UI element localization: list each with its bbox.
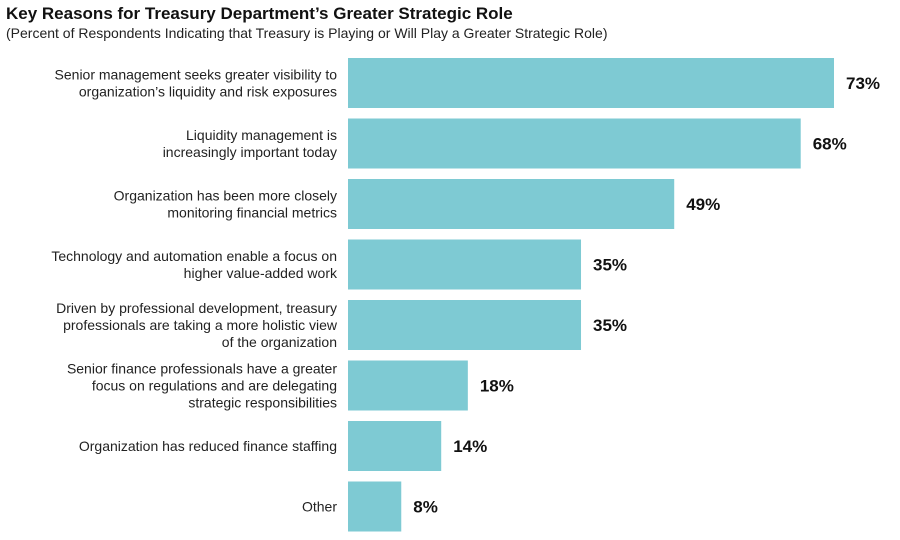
bar-1 — [348, 58, 834, 108]
category-label-7: Organization has reduced finance staffin… — [79, 438, 337, 454]
value-label-2: 68% — [813, 135, 847, 154]
category-label-1: Senior management seeks greater visibili… — [55, 67, 338, 100]
bar-2 — [348, 118, 801, 169]
category-label-6: Senior finance professionals have a grea… — [67, 361, 337, 411]
bar-4 — [348, 239, 582, 290]
value-label-1: 73% — [846, 74, 880, 93]
bar-3 — [348, 179, 675, 229]
value-label-6: 18% — [480, 377, 514, 396]
value-label-7: 14% — [453, 437, 487, 456]
value-label-4: 35% — [593, 256, 627, 275]
bar-8 — [348, 481, 402, 532]
category-label-3: Organization has been more closely monito… — [114, 188, 337, 221]
bar-5 — [348, 300, 582, 350]
value-label-3: 49% — [686, 195, 720, 214]
value-label-8: 8% — [413, 498, 438, 517]
chart-title: Key Reasons for Treasury Department’s Gr… — [6, 4, 513, 23]
value-label-5: 35% — [593, 316, 627, 335]
category-label-5: Driven by professional development, trea… — [56, 300, 338, 350]
chart-subtitle: (Percent of Respondents Indicating that … — [6, 25, 608, 41]
category-label-4: Technology and automation enable a focus… — [51, 248, 338, 281]
category-label-2: Liquidity management is increasingly impo… — [163, 127, 337, 160]
category-label-8: Other — [302, 499, 337, 515]
bar-7 — [348, 421, 442, 471]
bar-6 — [348, 360, 468, 411]
